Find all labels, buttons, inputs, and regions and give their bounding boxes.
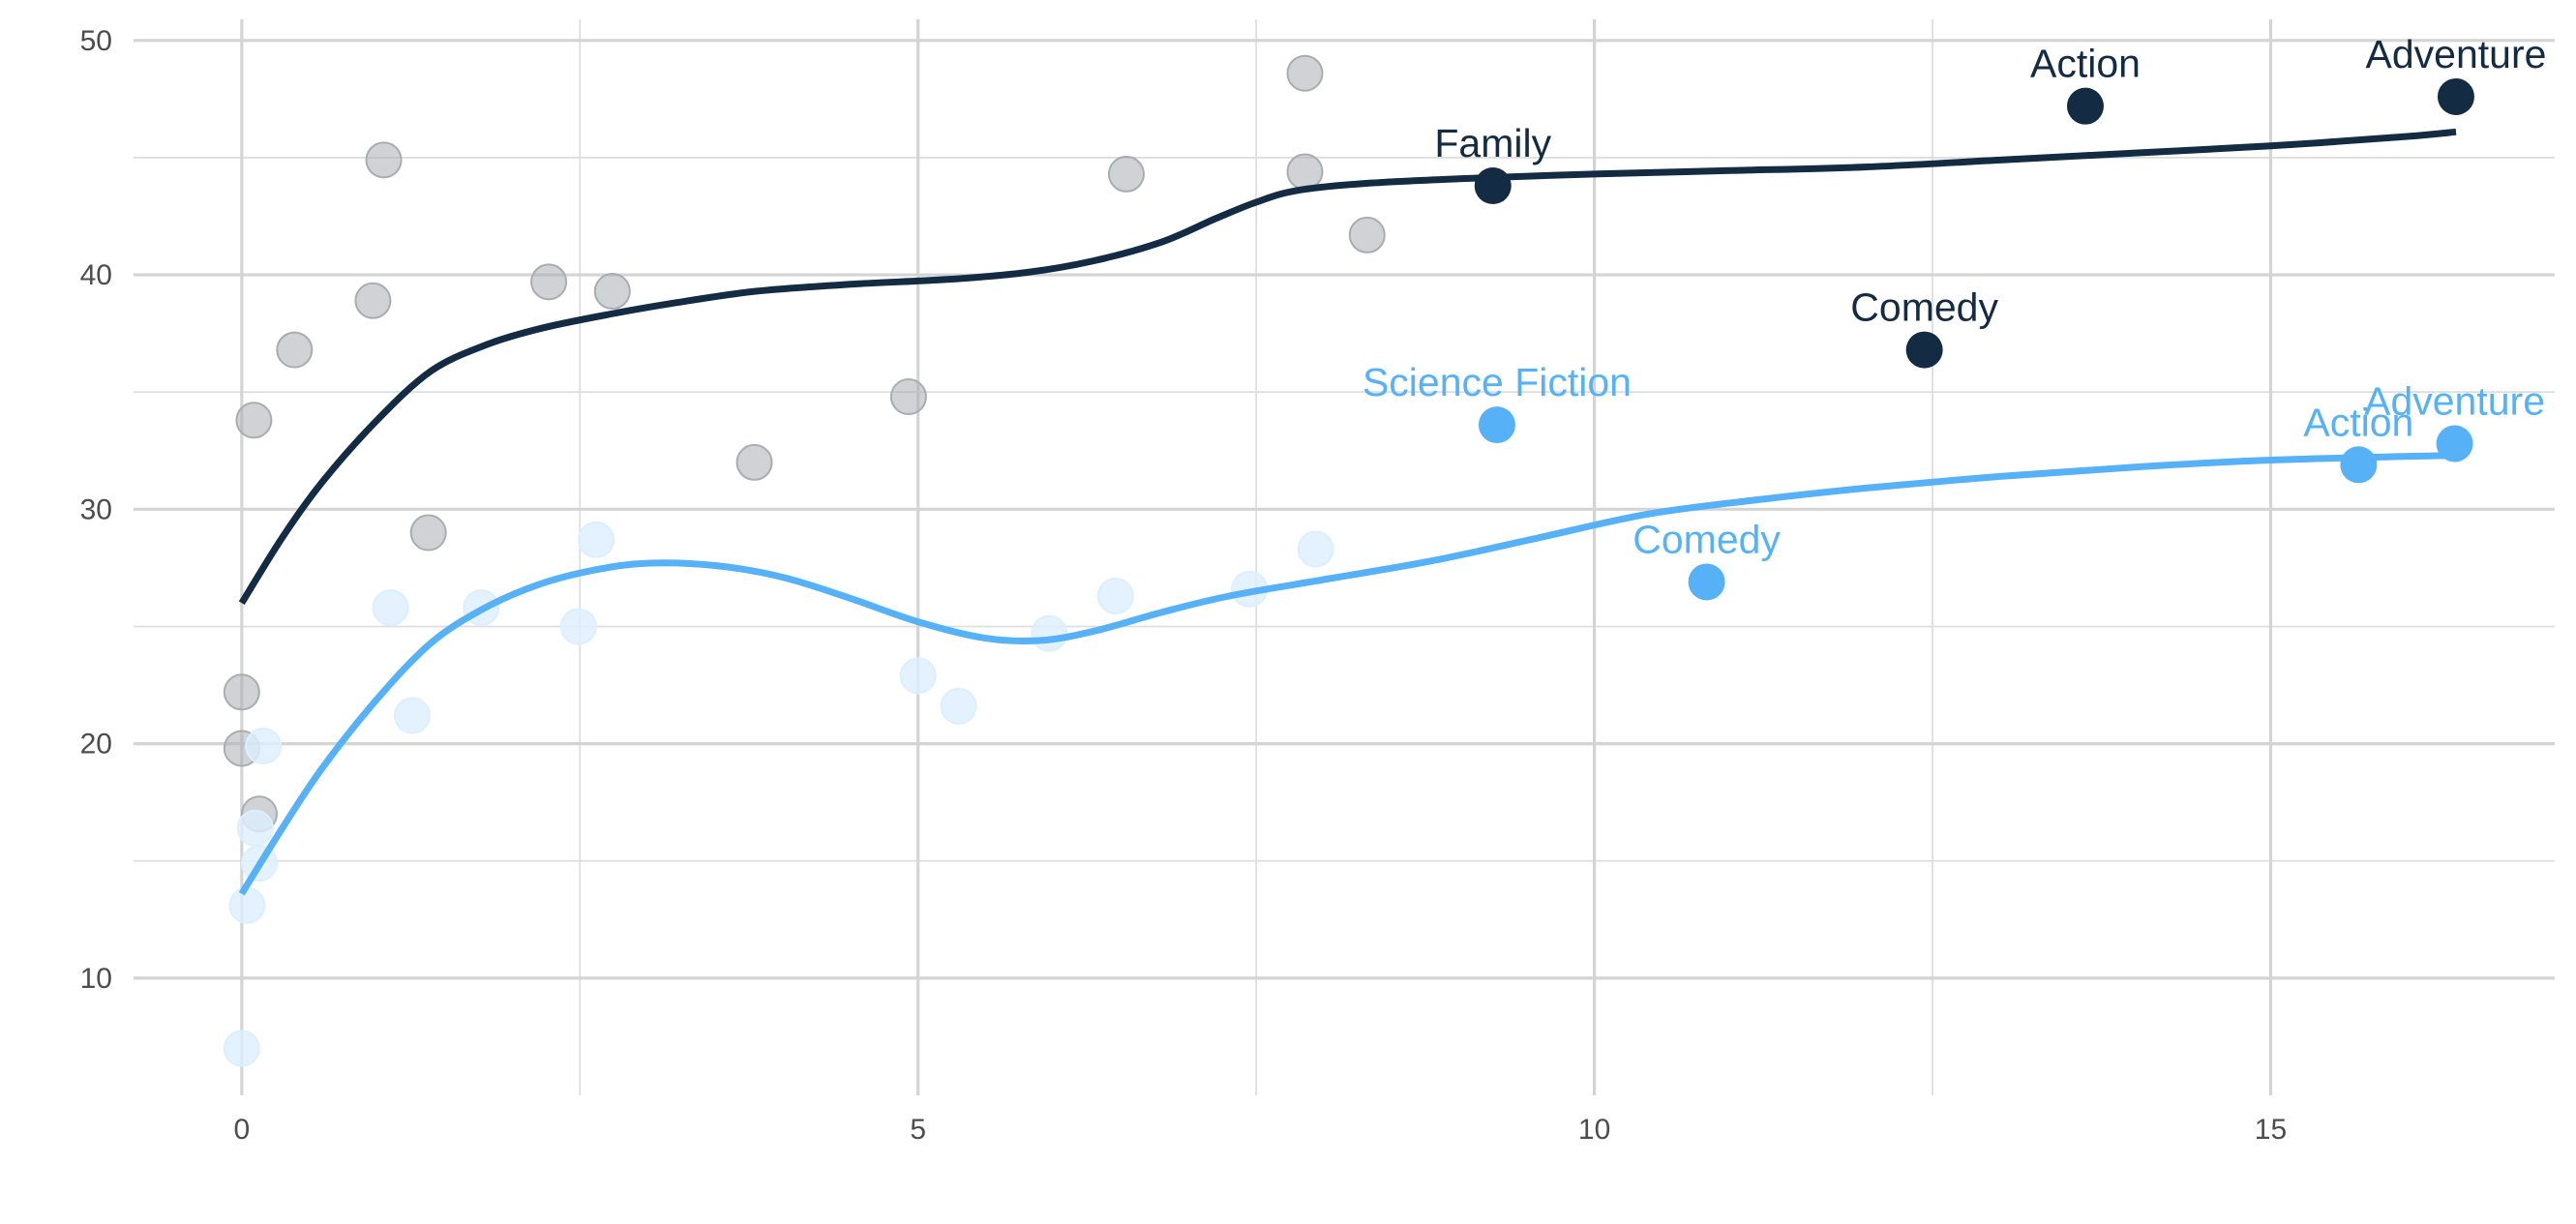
background-point [245,728,283,765]
background-point [559,608,597,645]
point-label: Comedy [1632,517,1781,561]
background-point [276,331,314,369]
highlight-point [1474,167,1512,205]
background-point [409,514,447,552]
y-tick-label: 40 [80,259,112,291]
point-label: Comedy [1850,285,1998,330]
background-point [393,697,431,734]
y-tick-label: 20 [80,729,112,761]
background-point [372,589,409,627]
background-point [889,378,927,416]
point-label: Adventure [2366,32,2547,76]
highlight-point [2066,87,2104,125]
highlight-point [2340,446,2378,484]
background-point [354,282,392,319]
x-tick-label: 10 [1578,1114,1610,1146]
background-point [940,687,977,725]
highlight-point [1478,406,1515,444]
trend-line [238,128,2457,606]
point-label: Action [2030,42,2141,86]
y-tick-label: 30 [80,493,112,525]
x-tick-label: 5 [910,1114,926,1146]
x-tick-label: 15 [2255,1114,2287,1146]
background-point [228,886,266,924]
highlight-point [1905,331,1943,369]
background-point [235,402,273,439]
background-point [899,657,937,695]
background-point [223,673,260,711]
background-point [1348,216,1386,254]
background-point [236,809,274,847]
y-tick-label: 10 [80,963,112,995]
background-point [365,141,403,179]
background-point [1297,530,1334,568]
x-tick-label: 0 [233,1114,250,1146]
point-label: Family [1434,121,1551,165]
highlight-point [1688,563,1725,601]
background-point [530,263,568,301]
grid [134,19,2555,1095]
highlight-point [2436,425,2473,463]
background-point [1286,54,1324,92]
point-label: Science Fiction [1363,360,1632,404]
background-point [578,521,615,558]
background-point [1031,614,1068,652]
point-label: Adventure [2364,379,2545,424]
background-point [593,273,631,311]
y-tick-label: 50 [80,25,112,57]
highlight-point [2437,77,2474,115]
background-point [735,443,773,481]
background-point [223,1030,260,1067]
background-point [1096,577,1134,614]
point-label: Action [2303,400,2413,444]
background-point [1107,155,1145,193]
trend-line [238,452,2455,896]
axis-labels: 0 5 10 15 10 20 30 40 50 [80,25,2288,1146]
background-point [1286,153,1324,191]
